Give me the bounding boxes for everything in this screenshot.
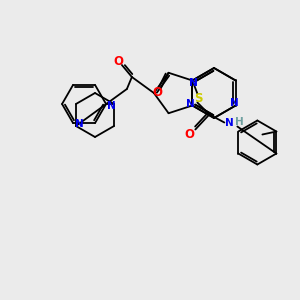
Text: N: N <box>189 77 198 88</box>
Text: S: S <box>194 92 202 105</box>
Text: N: N <box>225 118 234 128</box>
Text: N: N <box>230 98 239 109</box>
Text: N: N <box>75 119 83 129</box>
Text: O: O <box>184 128 194 141</box>
Text: O: O <box>153 86 163 99</box>
Text: N: N <box>189 77 198 88</box>
Text: O: O <box>113 55 123 68</box>
Text: N: N <box>186 98 195 109</box>
Text: N: N <box>107 101 116 111</box>
Text: H: H <box>235 116 244 127</box>
